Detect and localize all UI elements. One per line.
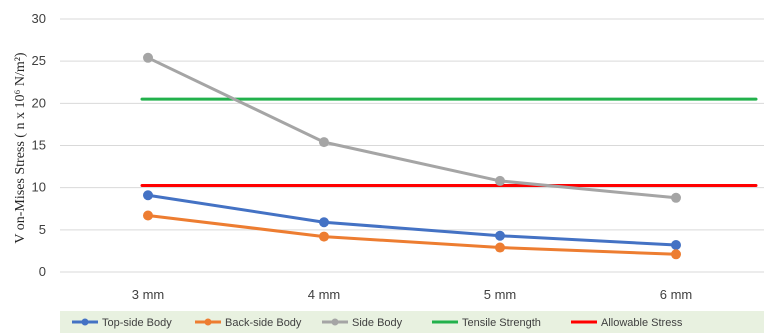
legend-background: [60, 311, 764, 333]
y-tick-label: 30: [32, 11, 46, 26]
side-body-point: [143, 52, 153, 63]
y-tick-label: 10: [32, 180, 46, 195]
legend-marker-side-body: [331, 318, 339, 326]
top-side-body-point: [671, 240, 681, 251]
series-group: [140, 52, 758, 260]
y-tick-label: 0: [39, 264, 46, 279]
side-body-line: [146, 56, 678, 200]
back-side-body-point: [495, 242, 505, 253]
y-axis-ticks: 0 5 10 15 20 25 30: [32, 11, 46, 279]
y-tick-label: 15: [32, 138, 46, 153]
top-side-body-point: [319, 217, 329, 228]
back-side-body-line: [146, 213, 678, 256]
x-tick-label: 5 mm: [484, 287, 517, 302]
legend-marker-top-side-body: [81, 318, 89, 326]
top-side-body-point: [495, 230, 505, 241]
y-tick-label: 20: [32, 95, 46, 110]
gridlines: [60, 18, 764, 273]
back-side-body-point: [143, 210, 153, 221]
side-body-point: [319, 137, 329, 148]
legend-label-tensile-strength: Tensile Strength: [462, 317, 541, 329]
legend-label-side-body: Side Body: [352, 317, 403, 329]
x-axis-ticks: 3 mm 4 mm 5 mm 6 mm: [132, 287, 693, 302]
top-side-body-point: [143, 190, 153, 201]
side-body-point: [671, 192, 681, 203]
legend: Top-side Body Back-side Body Side Body Tens…: [72, 317, 683, 329]
y-axis-label: V on-Mises Stress ( n x 10⁶ N/m²): [13, 52, 28, 244]
back-side-body-point: [319, 231, 329, 242]
legend-label-top-side-body: Top-side Body: [102, 317, 172, 329]
x-tick-label: 6 mm: [660, 287, 693, 302]
legend-marker-back-side-body: [204, 318, 212, 326]
legend-label-back-side-body: Back-side Body: [225, 317, 302, 329]
y-tick-label: 25: [32, 53, 46, 68]
x-tick-label: 4 mm: [308, 287, 341, 302]
y-tick-label: 5: [39, 222, 46, 237]
side-body-point: [495, 175, 505, 186]
x-tick-label: 3 mm: [132, 287, 165, 302]
back-side-body-point: [671, 249, 681, 260]
top-side-body-line: [146, 193, 678, 247]
legend-label-allowable-stress: Allowable Stress: [601, 317, 683, 329]
